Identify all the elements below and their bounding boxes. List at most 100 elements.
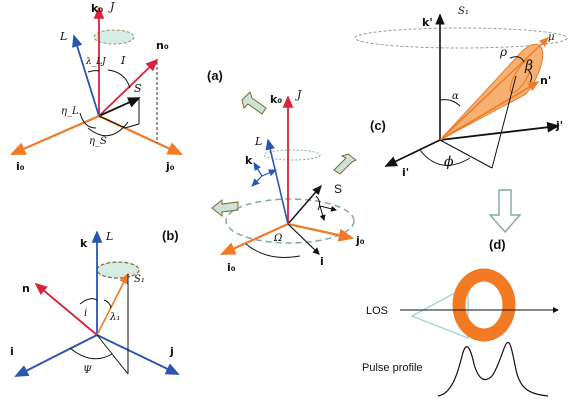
bl-label-k: k	[80, 237, 88, 250]
i0-axis	[9, 114, 100, 156]
panel-top-left: k₀ J L λ_LJ I n₀ S η_L η_S i₀ j₀	[9, 0, 183, 173]
proj-line-c	[124, 123, 140, 129]
center-label-J: J	[295, 88, 302, 101]
tr-mu-vector	[439, 37, 550, 141]
tr-arc-beta	[527, 69, 533, 83]
br-beam-cone	[410, 284, 469, 340]
panel-label-c: (c)	[370, 118, 386, 133]
label-n0: n₀	[156, 39, 169, 52]
center-small-vector-b	[319, 205, 326, 221]
tr-label-S1: S₁	[458, 6, 469, 17]
tr-arc-rho	[509, 56, 525, 63]
tr-label-ip: i'	[402, 166, 409, 179]
panel-label-a: (a)	[207, 68, 223, 83]
bl-arc-i	[79, 298, 98, 305]
bl-label-lambda1: λ₁	[109, 312, 120, 323]
tr-label-phi: ϕ	[444, 154, 454, 170]
tr-label-np: n'	[540, 74, 551, 87]
label-eta-S: η_S	[89, 136, 107, 147]
tr-arc-alpha	[439, 99, 461, 107]
arc-eta-L	[79, 112, 97, 129]
center-k-side-b	[251, 175, 263, 187]
center-S-vector	[287, 184, 322, 225]
label-I: I	[120, 54, 126, 67]
label-k0: k₀	[91, 2, 103, 15]
bl-S1-vector	[96, 272, 129, 336]
tr-ellipse	[354, 27, 568, 49]
panel-bottom-left: (b) k L S₁ n i λ₁ i j Ψ	[10, 228, 180, 377]
label-j0: j₀	[165, 160, 175, 173]
center-label-Omega: Ω	[273, 233, 282, 244]
br-pulse-curve	[437, 341, 549, 397]
tr-drop	[491, 75, 517, 169]
panel-label-b: (b)	[162, 228, 179, 243]
br-label-LOS: LOS	[366, 305, 388, 317]
tr-label-beta: β	[524, 58, 533, 74]
panel-center: (a) k₀ J L k S Ω i₀ j₀ i	[207, 68, 365, 274]
center-label-k0: k₀	[270, 93, 282, 106]
tr-jp-axis	[439, 121, 560, 141]
motion-arrow-upright	[333, 153, 357, 175]
tr-arc-phi	[419, 149, 471, 166]
bl-label-n: n	[22, 282, 30, 295]
bl-n-vector	[34, 282, 98, 336]
center-label-S: S	[334, 182, 342, 196]
center-label-L: L	[254, 135, 262, 148]
motion-arrow-upleft	[241, 91, 267, 115]
panel-bottom-right: (d) LOS Pulse profile	[362, 237, 559, 397]
L-vector	[72, 34, 100, 117]
tr-label-alpha: α	[452, 91, 459, 102]
panel-top-right: (c) k' S₁ ρ μ β n' α j' i' ϕ	[354, 6, 568, 179]
n0-vector	[98, 58, 159, 117]
bl-label-L: L	[105, 230, 113, 243]
br-emission-ring	[452, 268, 516, 342]
center-label-i: i	[320, 255, 324, 268]
center-L-vector	[265, 138, 289, 225]
bl-label-i-angle: i	[84, 308, 87, 319]
tr-ip-axis	[384, 139, 441, 167]
transition-down-arrow	[488, 189, 522, 234]
bl-label-i: i	[10, 345, 14, 358]
tr-label-kp: k'	[422, 16, 433, 29]
center-arc-S	[315, 195, 321, 211]
center-label-i0: i₀	[227, 261, 236, 274]
bl-drop-b	[96, 334, 129, 375]
tr-label-jp: j'	[555, 119, 563, 132]
bl-label-Psi: Ψ	[83, 365, 93, 376]
tr-base	[439, 139, 493, 169]
tr-label-rho: ρ	[499, 45, 507, 59]
center-arc-Omega	[245, 243, 301, 258]
center-label-k: k	[245, 154, 253, 167]
top-left-ellipse	[93, 29, 135, 45]
center-label-j0: j₀	[355, 234, 365, 247]
label-J: J	[108, 0, 115, 13]
bl-label-j: j	[169, 345, 174, 358]
label-eta-L: η_L	[61, 106, 79, 117]
bl-arc-lambda	[103, 299, 112, 309]
arc-I	[107, 69, 131, 89]
arc-lambda	[87, 70, 100, 73]
label-i0: i₀	[16, 160, 25, 173]
L-precession-ellipse	[263, 149, 321, 161]
tr-label-mu: μ	[548, 32, 555, 43]
center-j0-axis	[287, 222, 355, 242]
S-vector	[98, 97, 141, 117]
bl-label-S1: S₁	[134, 274, 145, 285]
motion-arrow-left	[211, 198, 239, 218]
label-S: S	[134, 82, 142, 95]
panel-label-d: (d)	[489, 237, 506, 252]
center-k-vector	[253, 161, 263, 177]
center-small-vector-a	[319, 205, 337, 212]
bottom-left-ellipse	[96, 261, 140, 279]
bl-i-axis	[14, 334, 98, 377]
proj-line-a	[98, 115, 126, 129]
arc-eta-S	[87, 121, 129, 137]
center-i0-axis	[219, 222, 289, 256]
label-lambda-LJ: λ_LJ	[85, 57, 107, 67]
center-i-vector	[287, 223, 320, 255]
br-label-pulse-profile: Pulse profile	[362, 362, 423, 374]
label-L: L	[59, 30, 67, 43]
bl-arc-Psi	[69, 347, 113, 360]
tr-np-vector	[439, 81, 540, 141]
